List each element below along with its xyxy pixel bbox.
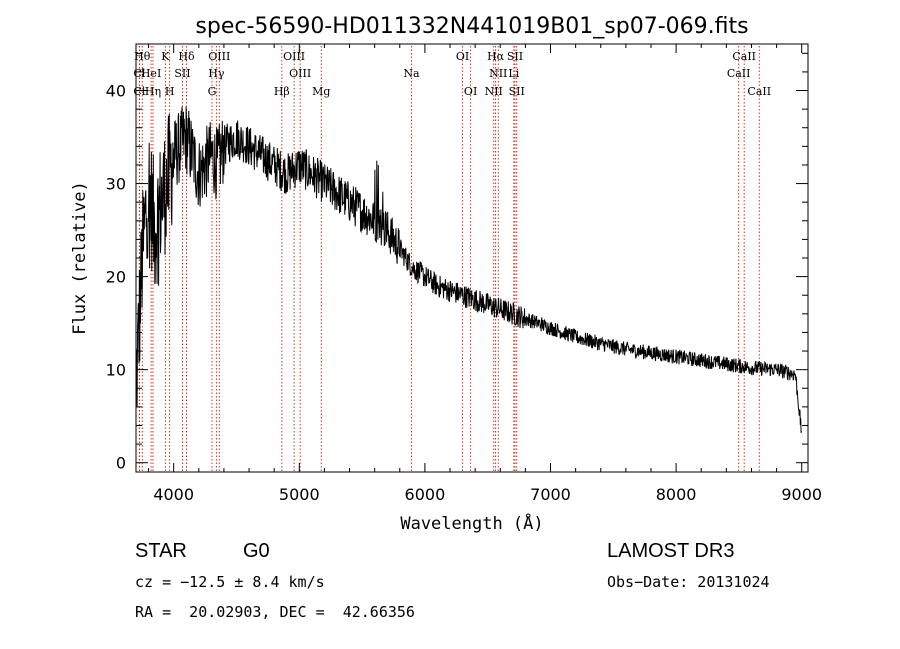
spectrum-line [135, 106, 802, 433]
y-axis-label: Flux (relative) [70, 181, 90, 335]
chart-title: spec-56590-HD011332N441019B01_sp07-069.f… [195, 14, 748, 39]
spectral-line-label: OIII [283, 50, 305, 63]
spectral-line-label: Mg [312, 85, 330, 98]
y-tick-label: 40 [106, 82, 126, 101]
spectral-line-label: OIII [208, 50, 230, 63]
x-axis-label: Wavelength (Å) [400, 512, 543, 534]
spectral-line-label: G [208, 85, 217, 98]
spectral-line-label: Li [508, 67, 519, 80]
spectral-line-label: Hθ [134, 50, 151, 63]
x-tick-label: 8000 [656, 485, 697, 504]
spectral-line-label: Cl [133, 67, 145, 80]
x-axis-ticks: 4000 5000 6000 7000 8000 9000 [148, 44, 822, 504]
spectral-line-label: SII [174, 67, 190, 80]
redshift-velocity: cz = −12.5 ± 8.4 km/s [135, 573, 325, 591]
spectral-line-label: OIII [289, 67, 311, 80]
spectral-line-label: Na [403, 67, 420, 80]
spectral-line-label: Hγ [208, 67, 225, 80]
object-subclass: G0 [243, 540, 270, 562]
spectrum-chart: spec-56590-HD011332N441019B01_sp07-069.f… [70, 14, 822, 534]
x-tick-label: 5000 [279, 485, 320, 504]
spectral-line-label: Hα [487, 50, 505, 63]
x-tick-label: 4000 [153, 485, 194, 504]
y-tick-label: 10 [106, 361, 126, 380]
spectral-line-label: Cl [133, 85, 145, 98]
spectral-line-label: CaII [732, 50, 756, 63]
x-tick-label: 6000 [405, 485, 446, 504]
x-tick-label: 9000 [781, 485, 822, 504]
spectral-line-markers [138, 46, 760, 472]
sky-coordinates: RA = 20.02903, DEC = 42.66356 [135, 603, 415, 621]
plot-frame [135, 43, 809, 473]
observation-date: Obs−Date: 20131024 [607, 573, 770, 591]
y-tick-label: 30 [106, 175, 126, 194]
spectral-line-label: H [165, 85, 175, 98]
spectral-line-label: CaII [727, 67, 751, 80]
spectral-line-label: CaII [747, 85, 771, 98]
spectral-line-label: Hβ [274, 85, 290, 98]
spectral-line-label: NII [489, 67, 507, 80]
y-axis-ticks: 0 10 20 30 40 [106, 52, 808, 473]
spectral-line-label: Hη [145, 85, 161, 98]
spectral-line-label: SII [509, 85, 525, 98]
spectral-line-label: NII [485, 85, 503, 98]
spectral-line-label: K [161, 50, 170, 63]
x-tick-label: 7000 [530, 485, 571, 504]
spectral-line-label: Hδ [178, 50, 195, 63]
y-tick-label: 20 [106, 268, 126, 287]
spectral-line-label: OI [464, 85, 477, 98]
spectral-line-label: HeI [141, 67, 161, 80]
survey-name: LAMOST DR3 [607, 540, 735, 562]
y-tick-label: 0 [116, 454, 126, 473]
object-type: STAR [135, 540, 187, 562]
spectral-line-label: OI [456, 50, 469, 63]
spectral-line-label: SII [507, 50, 523, 63]
